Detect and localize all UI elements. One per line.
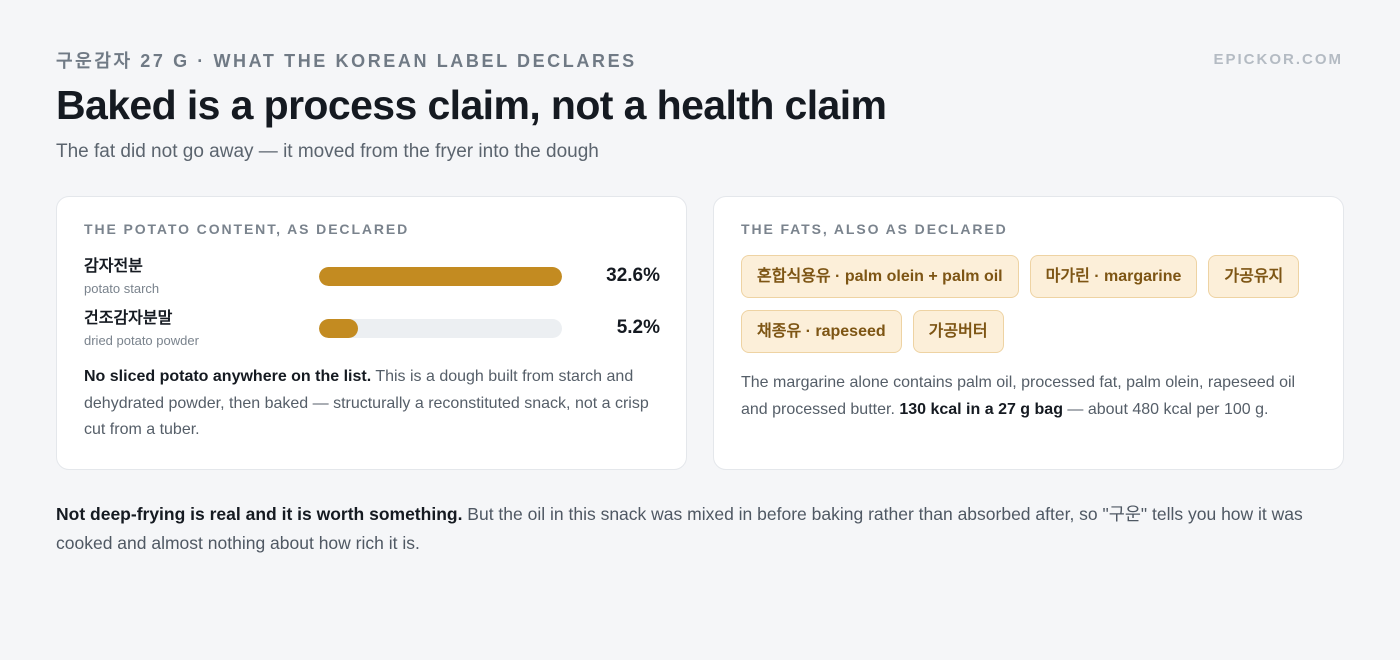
- footer-note: Not deep-frying is real and it is worth …: [56, 500, 1316, 558]
- ingredient-label: 건조감자분말 dried potato powder: [84, 309, 304, 350]
- fat-chip: 가공버터: [912, 310, 1004, 353]
- footer-text: But the oil in this snack was mixed in b…: [56, 504, 1303, 553]
- ingredient-name: 감자전분: [84, 258, 143, 275]
- fat-chip: 가공유지: [1208, 255, 1300, 298]
- potato-note-emphasis: No sliced potato anywhere on the list.: [84, 368, 372, 385]
- fat-chip-list: 혼합식용유 · palm olein + palm oil 마가린 · marg…: [741, 255, 1326, 353]
- fats-card-note: The margarine alone contains palm oil, p…: [741, 370, 1319, 423]
- fat-chip: 마가린 · margarine: [1029, 255, 1198, 298]
- potato-note-text: This is a dough built from starch and de…: [84, 368, 649, 438]
- page-subtitle: The fat did not go away — it moved from …: [56, 141, 599, 162]
- ingredient-percentage: 5.2%: [616, 317, 660, 338]
- fats-note-emphasis: 130 kcal in a 27 g bag: [899, 400, 1063, 418]
- ingredient-percentage: 32.6%: [606, 265, 660, 286]
- eyebrow-label: 구운감자 27 G · WHAT THE KOREAN LABEL DECLAR…: [56, 51, 637, 71]
- fats-card: THE FATS, ALSO AS DECLARED 혼합식용유 · palm …: [713, 196, 1344, 470]
- page-title: Baked is a process claim, not a health c…: [56, 82, 887, 128]
- site-domain: EPICKOR.COM: [1213, 51, 1343, 68]
- fat-chip: 혼합식용유 · palm olein + palm oil: [741, 255, 1019, 298]
- fats-note-text: The margarine alone contains palm oil, p…: [741, 374, 1296, 418]
- potato-card-heading: THE POTATO CONTENT, AS DECLARED: [84, 221, 410, 237]
- ingredient-name: 건조감자분말: [84, 310, 173, 327]
- ingredient-label: 감자전분 potato starch: [84, 257, 304, 298]
- ingredient-translation: dried potato powder: [84, 333, 199, 348]
- percentage-bar-track: [319, 319, 562, 338]
- footer-emphasis: Not deep-frying is real and it is worth …: [56, 504, 463, 524]
- fat-chip: 채종유 · rapeseed: [741, 310, 902, 353]
- potato-card-note: No sliced potato anywhere on the list. T…: [84, 364, 662, 444]
- ingredient-row-dried-potato-powder: 건조감자분말 dried potato powder 5.2%: [84, 309, 660, 353]
- percentage-bar-fill: [319, 267, 562, 286]
- percentage-bar-fill: [319, 319, 358, 338]
- fats-note-text-end: — about 480 kcal per 100 g.: [1062, 400, 1269, 418]
- fats-card-heading: THE FATS, ALSO AS DECLARED: [741, 221, 1008, 237]
- ingredient-row-potato-starch: 감자전분 potato starch 32.6%: [84, 257, 660, 301]
- percentage-bar-track: [319, 267, 562, 286]
- ingredient-translation: potato starch: [84, 281, 160, 296]
- potato-content-card: THE POTATO CONTENT, AS DECLARED 감자전분 pot…: [56, 196, 687, 470]
